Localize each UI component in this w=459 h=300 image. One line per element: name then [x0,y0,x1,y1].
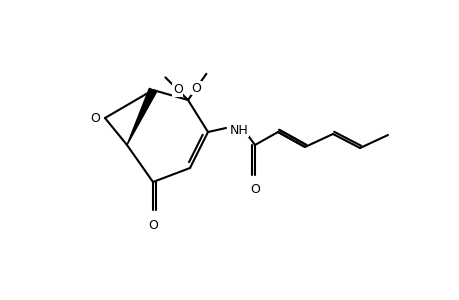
Text: O: O [90,112,100,124]
Text: O: O [173,83,182,96]
Text: O: O [148,219,157,232]
Text: O: O [191,82,201,95]
Text: O: O [250,183,259,196]
Text: NH: NH [230,124,248,136]
Polygon shape [127,88,156,145]
